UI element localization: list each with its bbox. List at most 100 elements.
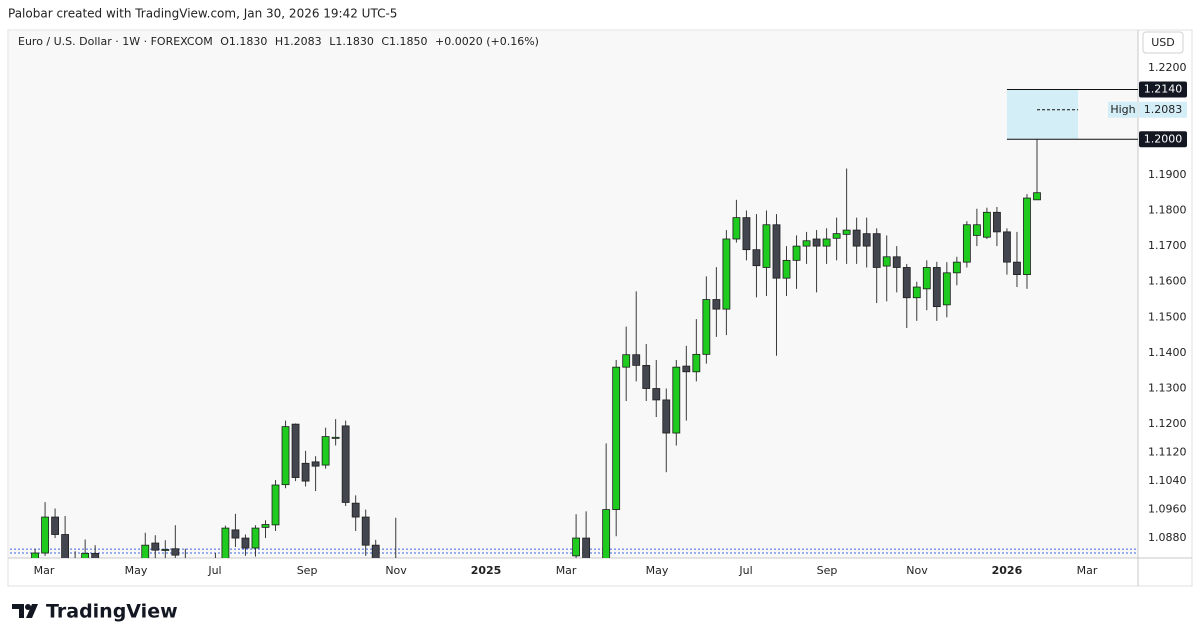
legend-high: 1.2083: [283, 35, 322, 48]
currency[interactable]: USD: [1151, 36, 1175, 49]
currency-box[interactable]: [1142, 31, 1184, 54]
candle-body: [91, 552, 100, 558]
legend-high-label: H: [275, 35, 283, 48]
candle-body: [602, 509, 611, 558]
candle-body: [572, 537, 581, 557]
candle-body: [662, 399, 671, 434]
candle-body: [582, 537, 591, 558]
candle-body: [321, 436, 330, 466]
price-name: High: [1110, 103, 1135, 116]
y-tick-label: 1.1200: [1148, 417, 1187, 430]
candle-body: [331, 436, 340, 439]
candle-body: [972, 224, 981, 236]
y-tick-label: 1.1120: [1148, 446, 1187, 459]
candle-body: [752, 249, 761, 267]
candle-body: [722, 238, 731, 310]
y-tick-label: 1.1900: [1148, 168, 1187, 181]
y-tick-label: 1.0960: [1148, 503, 1187, 516]
price-label: 1.2000: [1144, 132, 1183, 145]
price-label-box: [1139, 81, 1187, 98]
legend-low-label: L: [329, 35, 336, 48]
y-tick-label: 1.1700: [1148, 239, 1187, 252]
candle-body: [231, 529, 240, 539]
candle-body: [51, 516, 59, 535]
price-label: 1.2140: [1144, 82, 1183, 95]
logo-icon: [25, 604, 31, 610]
logo-text: TradingView: [46, 601, 178, 623]
price-label-box: [1139, 101, 1187, 118]
candle-body: [1023, 197, 1031, 275]
candle-body: [212, 597, 219, 606]
logo-icon: [26, 604, 38, 618]
legend-low: 1.1830: [335, 35, 374, 48]
x-tick-label: Mar: [34, 564, 55, 577]
candle-body: [1033, 192, 1041, 201]
candle-body: [912, 286, 921, 299]
candle-body: [672, 366, 681, 434]
x-tick-label: Mar: [556, 564, 577, 577]
candle-body: [241, 537, 250, 549]
candle-body: [762, 224, 771, 268]
candle-body: [31, 552, 39, 558]
candle-body: [682, 365, 691, 373]
x-tick-label: May: [125, 564, 148, 577]
candle-body: [692, 353, 701, 373]
x-tick-label: Jul: [738, 564, 752, 577]
legend-symbol: Euro / U.S. Dollar · 1W · FOREXCOM: [18, 35, 213, 48]
candle-body: [202, 605, 209, 606]
candle-body: [141, 544, 150, 558]
logo: TradingView: [12, 601, 178, 623]
x-tick-label: Sep: [297, 564, 318, 577]
candle-body: [862, 233, 871, 247]
x-tick-label: Nov: [385, 564, 407, 577]
candle-body: [221, 527, 230, 558]
candle-body: [952, 261, 961, 274]
candle-body: [271, 484, 280, 526]
candle-body: [61, 534, 70, 558]
candle-body: [712, 299, 721, 310]
candle-body: [652, 388, 661, 401]
candle-body: [301, 462, 310, 482]
candle-body: [772, 224, 781, 279]
y-tick-label: 1.1800: [1148, 204, 1187, 217]
candle-body: [361, 516, 370, 546]
candle-body: [171, 548, 180, 556]
candle-body: [642, 364, 651, 389]
x-tick-label: Jul: [207, 564, 221, 577]
logo-icon: [12, 604, 24, 618]
candle-body: [822, 238, 831, 247]
candle-body: [932, 267, 941, 308]
credit: Palobar created with TradingView.com, Ja…: [8, 7, 397, 21]
y-tick-label: 1.1300: [1148, 382, 1187, 395]
candle-body: [311, 461, 320, 467]
y-tick-label: 1.2200: [1148, 61, 1187, 74]
y-tick-label: 1.1400: [1148, 346, 1187, 359]
candle-body: [782, 259, 791, 279]
candle-body: [151, 542, 160, 551]
candle-body: [632, 354, 641, 366]
candle-body: [792, 245, 801, 261]
y-tick-label: 1.1500: [1148, 310, 1187, 323]
candle-body: [351, 502, 360, 518]
candle-body: [882, 256, 891, 267]
legend-change: +0.0020 (+0.16%): [435, 35, 539, 48]
price-label: 1.2083: [1144, 103, 1183, 116]
candle-body: [802, 240, 811, 247]
legend: Euro / U.S. Dollar · 1W · FOREXCOM O1.18…: [18, 35, 539, 48]
candle-body: [742, 217, 751, 251]
legend-close-label: C: [381, 35, 389, 48]
candle-body: [892, 256, 901, 268]
candle-body: [922, 267, 931, 290]
candle-body: [832, 233, 841, 239]
x-tick-label: May: [646, 564, 669, 577]
plot: [10, 109, 1138, 606]
candle-body: [842, 229, 851, 235]
candle-body: [732, 217, 741, 240]
candle-body: [622, 354, 631, 368]
candle-body: [702, 299, 711, 355]
y-tick-label: 1.0880: [1148, 531, 1187, 544]
candle-body: [281, 426, 290, 486]
price-name-box: [1108, 101, 1138, 118]
